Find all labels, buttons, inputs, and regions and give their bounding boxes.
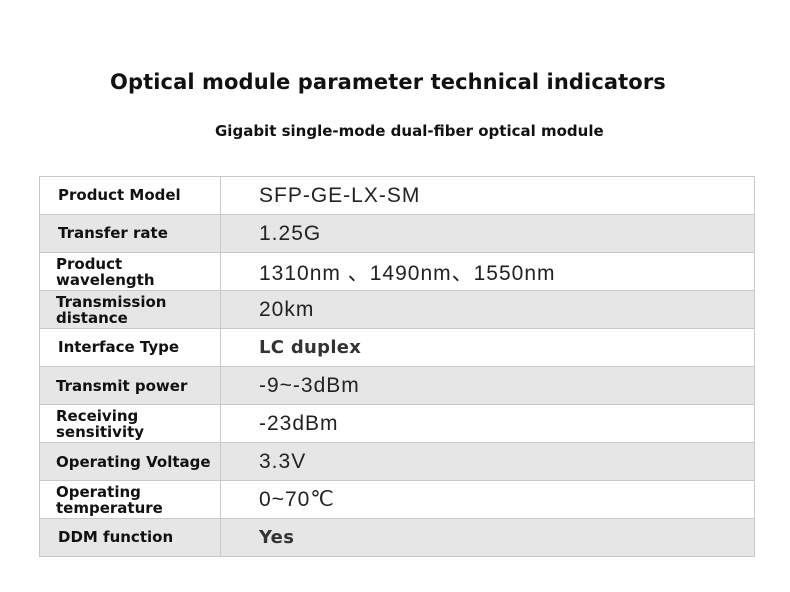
page-subtitle: Gigabit single-mode dual-fiber optical m…	[215, 122, 604, 140]
table-row: Product wavelength 1310nm 、1490nm、1550nm	[39, 252, 755, 291]
table-row: Transfer rate 1.25G	[39, 214, 755, 253]
table-row: Receiving sensitivity -23dBm	[39, 404, 755, 443]
page-title: Optical module parameter technical indic…	[110, 70, 666, 94]
row-label-transmission-distance: Transmission distance	[39, 290, 221, 329]
row-label-transmit-power: Transmit power	[39, 366, 221, 405]
row-label-operating-temperature: Operating temperature	[39, 480, 221, 519]
row-value-operating-voltage: 3.3V	[220, 442, 755, 481]
row-label-receiving-sensitivity: Receiving sensitivity	[39, 404, 221, 443]
row-label-transfer-rate: Transfer rate	[39, 214, 221, 253]
table-row: Interface Type LC duplex	[39, 328, 755, 367]
row-value-transmit-power: -9~-3dBm	[220, 366, 755, 405]
row-value-ddm-function: Yes	[220, 518, 755, 557]
table-row: Transmission distance 20km	[39, 290, 755, 329]
row-label-operating-voltage: Operating Voltage	[39, 442, 221, 481]
table-row: DDM function Yes	[39, 518, 755, 557]
table-row: Transmit power -9~-3dBm	[39, 366, 755, 405]
row-label-interface-type: Interface Type	[39, 328, 221, 367]
row-label-product-model: Product Model	[39, 176, 221, 215]
parameter-table: Product Model SFP-GE-LX-SM Transfer rate…	[39, 176, 755, 557]
table-row: Operating Voltage 3.3V	[39, 442, 755, 481]
row-label-product-wavelength: Product wavelength	[39, 252, 221, 291]
row-label-ddm-function: DDM function	[39, 518, 221, 557]
table-row: Operating temperature 0~70℃	[39, 480, 755, 519]
table-row: Product Model SFP-GE-LX-SM	[39, 176, 755, 215]
row-value-receiving-sensitivity: -23dBm	[220, 404, 755, 443]
row-value-interface-type: LC duplex	[220, 328, 755, 367]
row-value-product-model: SFP-GE-LX-SM	[220, 176, 755, 215]
row-value-product-wavelength: 1310nm 、1490nm、1550nm	[220, 252, 755, 291]
row-value-transmission-distance: 20km	[220, 290, 755, 329]
row-value-transfer-rate: 1.25G	[220, 214, 755, 253]
row-value-operating-temperature: 0~70℃	[220, 480, 755, 519]
